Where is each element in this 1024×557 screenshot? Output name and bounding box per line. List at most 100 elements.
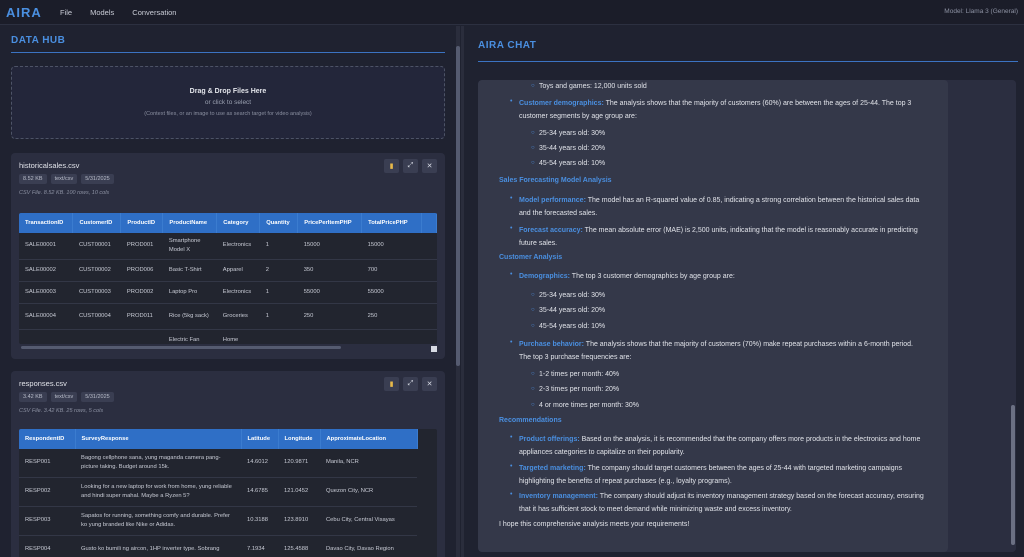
table-horizontal-scrollbar[interactable]: [19, 345, 437, 350]
column-header[interactable]: PricePerItemPHP: [297, 213, 363, 233]
message-line: and the forecasted sales.: [519, 210, 598, 217]
column-header[interactable]: SurveyResponse: [75, 429, 242, 449]
table-row[interactable]: SALE00001 CUST00001 PROD001 Smartphone M…: [19, 233, 437, 260]
table-cell: 14.6012: [241, 449, 278, 478]
column-header[interactable]: RespondentID: [19, 429, 76, 449]
sub-bullet-icon: ○: [531, 402, 535, 408]
bullet-icon: •: [510, 225, 513, 232]
dropzone-subtitle: or click to select: [204, 99, 252, 106]
data-table[interactable]: RespondentID SurveyResponse Latitude Lon…: [19, 429, 437, 557]
sub-bullet-icon: ○: [531, 130, 535, 136]
file-size-tag: 3.42 KB: [19, 392, 47, 402]
table-row[interactable]: RESP001 Bagong cellphone sana, yung maga…: [19, 449, 417, 478]
table-cell: 1: [259, 281, 298, 304]
table-cell: 121.0452: [278, 477, 320, 507]
line-text: The mean absolute error (MAE) is 2,500 u…: [582, 227, 918, 234]
bold-label: Model performance:: [519, 197, 586, 204]
table-cell: SALE00001: [19, 233, 73, 260]
column-header[interactable]: CustomerID: [72, 213, 122, 233]
chat-scrollbar[interactable]: [1010, 80, 1016, 552]
column-header[interactable]: TotalPricePHP: [361, 213, 422, 233]
table-cell: [259, 329, 298, 344]
table-cell: 15000: [297, 233, 362, 260]
table-row[interactable]: SALE00002 CUST00002 PROD006 Basic T-Shir…: [19, 259, 437, 282]
dropzone-title: Drag & Drop Files Here: [189, 88, 267, 95]
line-text: The top 3 customer demographics by age g…: [569, 273, 735, 280]
file-dropzone[interactable]: Drag & Drop Files Here or click to selec…: [11, 66, 445, 139]
column-header[interactable]: Longitude: [278, 429, 321, 449]
data-hub-scrollbar[interactable]: [456, 26, 460, 557]
sub-bullet-icon: ○: [531, 83, 535, 89]
chat-history[interactable]: ○ Toys and games: 12,000 units sold • Cu…: [478, 80, 1016, 552]
table-cell: Gusto ko bumili ng aircon, 1HP inverter …: [75, 535, 241, 557]
table-cell: CUST00003: [72, 281, 121, 304]
message-line: 25-34 years old: 30%: [539, 292, 606, 299]
bullet-icon: •: [510, 339, 513, 346]
table-cell: 55000: [361, 281, 422, 304]
menu-models[interactable]: Models: [90, 7, 115, 17]
table-cell: CUST00002: [72, 259, 121, 282]
table-row[interactable]: SALE00004 CUST00004 PROD011 Rice (5kg sa…: [19, 303, 437, 330]
column-header[interactable]: Latitude: [241, 429, 279, 449]
table-cell: 2: [259, 259, 298, 282]
sub-bullet-icon: ○: [531, 386, 535, 392]
table-cell: Sapatos for running, something comfy and…: [75, 506, 241, 536]
bold-label: Product offerings:: [519, 436, 580, 443]
table-row[interactable]: RESP004 Gusto ko bumili ng aircon, 1HP i…: [19, 535, 417, 557]
menu-conversation[interactable]: Conversation: [132, 7, 177, 17]
model-label: Model: Llama 3 (General): [944, 8, 1018, 15]
table-cell: CUST00001: [72, 233, 121, 260]
scrollbar-thumb[interactable]: [456, 46, 460, 366]
message-line: 45-54 years old: 10%: [539, 160, 606, 167]
table-cell: SALE00002: [19, 259, 73, 282]
column-header[interactable]: Category: [216, 213, 261, 233]
table-row[interactable]: SALE00003 CUST00003 PROD002 Laptop Pro E…: [19, 281, 437, 304]
table-cell: CUST00004: [72, 303, 121, 330]
table-row[interactable]: RESP003 Sapatos for running, something c…: [19, 506, 417, 536]
table-row[interactable]: RESP002 Looking for a new laptop for wor…: [19, 477, 417, 507]
table-cell: 1: [259, 233, 298, 260]
message-line: Customer demographics: The analysis show…: [519, 97, 911, 110]
table-cell: Electronics: [216, 281, 260, 304]
column-header[interactable]: ProductName: [162, 213, 218, 233]
file-card-historicalsales: historicalsales.csv 8.52 KB text/csv 5/3…: [11, 153, 445, 359]
column-header[interactable]: TransactionID: [19, 213, 74, 233]
chat-title-rule: [478, 61, 1018, 62]
column-header[interactable]: ApproximateLocation: [320, 429, 418, 449]
table-cell: PROD006: [120, 259, 163, 282]
scrollbar-thumb[interactable]: [1011, 405, 1015, 545]
expand-icon[interactable]: ⤢: [403, 377, 418, 391]
table-cell: Basic T-Shirt: [162, 259, 217, 282]
table-cell: 10.3188: [241, 506, 278, 536]
menu-file[interactable]: File: [60, 7, 73, 17]
line-text: The analysis shows that the majority of …: [603, 100, 912, 107]
table-cell: RESP002: [19, 477, 75, 507]
file-date-tag: 5/31/2025: [81, 392, 114, 402]
table-cell: Cebu City, Central Visayas: [320, 506, 417, 536]
table-cell: RESP001: [19, 449, 75, 478]
scrollbar-thumb[interactable]: [21, 346, 341, 349]
table-row[interactable]: Electric Fan Home: [19, 329, 437, 344]
data-table[interactable]: TransactionID CustomerID ProductID Produ…: [19, 213, 437, 344]
file-name: responses.csv: [19, 379, 67, 388]
chart-icon[interactable]: ▮: [384, 159, 399, 173]
column-header[interactable]: Quantity: [259, 213, 299, 233]
line-text: Based on the analysis, it is recommended…: [579, 436, 921, 443]
close-icon[interactable]: ✕: [422, 159, 437, 173]
resize-grip-icon[interactable]: [431, 346, 437, 352]
file-date-tag: 5/31/2025: [81, 174, 114, 184]
close-icon[interactable]: ✕: [422, 377, 437, 391]
section-heading: Customer Analysis: [499, 254, 563, 261]
bullet-icon: •: [510, 463, 513, 470]
table-cell: 700: [361, 259, 422, 282]
table-cell: Looking for a new laptop for work from h…: [75, 477, 241, 507]
message-line: Demographics: The top 3 customer demogra…: [519, 270, 735, 283]
chart-icon[interactable]: ▮: [384, 377, 399, 391]
column-header[interactable]: ProductID: [120, 213, 164, 233]
panel-divider[interactable]: [461, 26, 464, 557]
expand-icon[interactable]: ⤢: [403, 159, 418, 173]
table-header-row: RespondentID SurveyResponse Latitude Lon…: [19, 429, 418, 449]
chat-panel: AIRA CHAT ○ Toys and games: 12,000 units…: [464, 26, 1024, 557]
bold-label: Demographics:: [519, 273, 570, 280]
table-cell: Home: [216, 329, 260, 344]
